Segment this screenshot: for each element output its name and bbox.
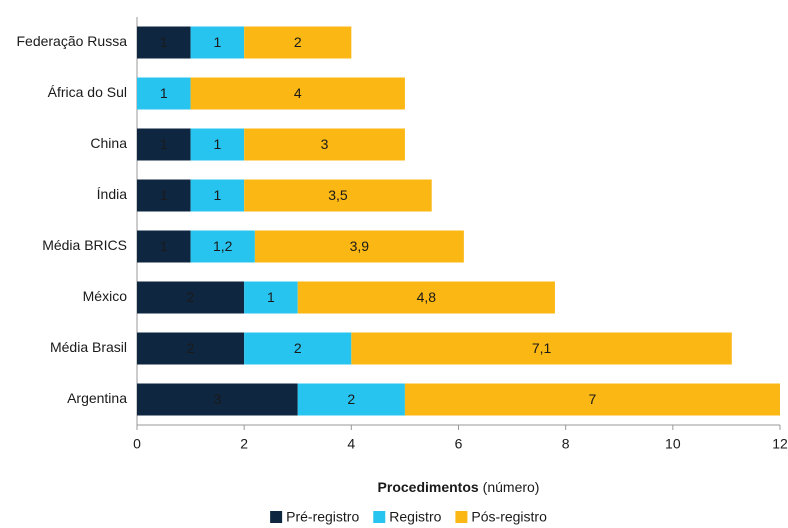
data-label: 1: [267, 289, 275, 305]
y-tick-label: Índia: [97, 186, 128, 202]
bar-segment: [190, 128, 245, 161]
data-label: 3: [321, 136, 329, 152]
data-label: 2: [347, 391, 355, 407]
bar-segment: [244, 128, 405, 161]
bar-segment: [190, 230, 255, 263]
axis-title-main: Procedimentos: [378, 479, 479, 495]
bar-segment: [137, 332, 245, 365]
bar-segment: [254, 230, 464, 263]
data-label: 4: [294, 85, 302, 101]
bar-segment: [137, 383, 298, 416]
data-label: 1: [160, 34, 168, 50]
bar-segment: [297, 281, 555, 314]
axis-title: Procedimentos (número): [378, 479, 540, 495]
bar-segment: [244, 281, 298, 314]
legend: Pré-registro Registro Pós-registro: [270, 509, 547, 525]
axis-title-unit: (número): [483, 479, 540, 495]
data-label: 2: [294, 34, 302, 50]
data-label: 2: [187, 289, 195, 305]
bar-segment: [190, 26, 245, 59]
x-tick-label: 0: [133, 436, 141, 452]
bar-segment: [190, 179, 245, 212]
data-label: 2: [187, 340, 195, 356]
legend-label: Registro: [389, 509, 441, 525]
y-tick-label: Média Brasil: [50, 339, 127, 355]
data-label: 1,2: [213, 238, 233, 254]
bar-segment: [137, 77, 191, 110]
x-tick-label: 4: [347, 436, 355, 452]
legend-swatch: [373, 511, 386, 523]
bar-segment: [244, 179, 432, 212]
data-label: 7,1: [532, 340, 552, 356]
y-tick-label: China: [90, 135, 127, 151]
x-tick-label: 8: [562, 436, 570, 452]
data-label: 1: [213, 136, 221, 152]
data-label: 3: [213, 391, 221, 407]
y-tick-label: Argentina: [67, 390, 127, 406]
data-label: 3,9: [350, 238, 370, 254]
x-tick-label: 2: [240, 436, 248, 452]
bar-segment: [137, 128, 191, 161]
data-label: 1: [160, 187, 168, 203]
data-label: 4,8: [417, 289, 437, 305]
y-tick-label: Federação Russa: [16, 33, 127, 49]
y-tick-label: África do Sul: [48, 84, 127, 100]
bar-segment: [297, 383, 405, 416]
legend-swatch: [455, 511, 468, 523]
y-tick-label: Média BRICS: [42, 237, 127, 253]
bar-segment: [244, 26, 352, 59]
data-label: 3,5: [328, 187, 348, 203]
bar-segment: [137, 26, 191, 59]
data-label: 1: [160, 85, 168, 101]
data-label: 7: [589, 391, 597, 407]
y-tick-label: México: [83, 288, 128, 304]
data-label: 2: [294, 340, 302, 356]
x-tick-label: 10: [665, 436, 681, 452]
legend-label: Pré-registro: [286, 509, 359, 525]
bar-segment: [137, 281, 245, 314]
data-label: 1: [213, 187, 221, 203]
data-label: 1: [160, 238, 168, 254]
legend-swatch: [270, 511, 283, 523]
data-label: 1: [160, 136, 168, 152]
bar-segment: [137, 230, 191, 263]
bar-segment: [190, 77, 405, 110]
legend-label: Pós-registro: [471, 509, 547, 525]
x-tick-label: 12: [772, 436, 788, 452]
x-tick-label: 6: [455, 436, 463, 452]
bar-segment: [404, 383, 780, 416]
bar-segment: [244, 332, 352, 365]
bar-segment: [137, 179, 191, 212]
bar-segment: [351, 332, 732, 365]
data-label: 1: [213, 34, 221, 50]
